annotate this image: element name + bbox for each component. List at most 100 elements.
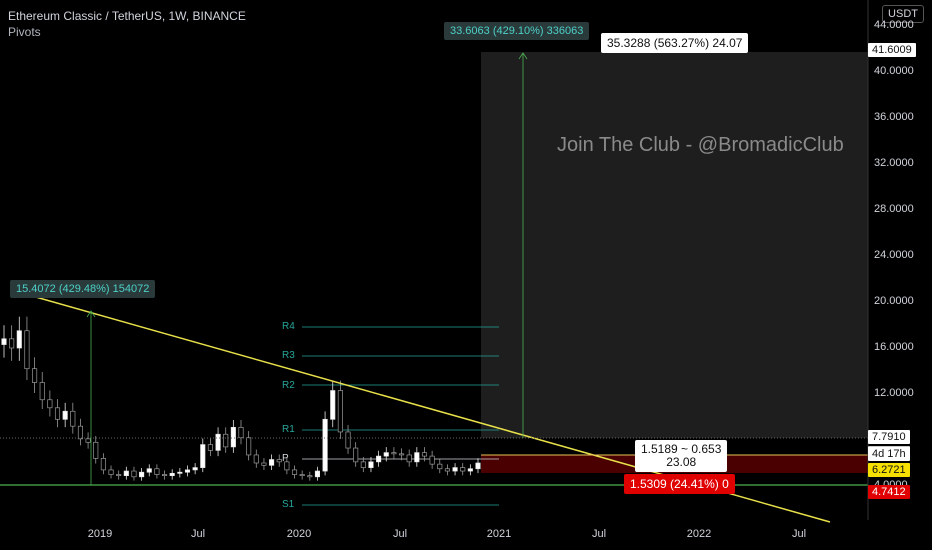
x-tick-label: 2021 — [486, 528, 512, 540]
candle — [62, 402, 68, 428]
candle — [269, 454, 275, 470]
chart-header: Ethereum Classic / TetherUS, 1W, BINANCE… — [8, 8, 246, 40]
candle — [368, 456, 374, 473]
candle — [223, 427, 229, 453]
candle — [246, 431, 252, 461]
y-tick-label: 40.0000 — [874, 65, 914, 77]
candle — [284, 456, 290, 475]
x-tick-label: 2022 — [686, 528, 712, 540]
x-tick-label: Jul — [392, 528, 408, 540]
x-tick-label: 2019 — [87, 528, 113, 540]
candle — [276, 454, 282, 467]
candle — [47, 390, 53, 417]
y-tick-label: 28.0000 — [874, 203, 914, 215]
candle — [230, 420, 236, 453]
pivot-label-p: P — [282, 453, 289, 464]
pivot-label-r1: R1 — [282, 424, 295, 435]
candle — [467, 464, 473, 476]
y-tick-label: 12.0000 — [874, 387, 914, 399]
candle — [1, 325, 7, 358]
candle — [299, 470, 305, 480]
candle — [184, 465, 191, 477]
currency-button[interactable]: USDT — [882, 5, 924, 23]
candle — [437, 459, 443, 474]
target-price-label: 41.6009 — [868, 43, 916, 57]
candle — [337, 380, 343, 439]
candle — [32, 357, 38, 393]
candle — [391, 447, 397, 460]
risk-reward-line1: 1.5189 ~ 0.653 — [641, 442, 722, 456]
y-tick-label: 44.0000 — [874, 19, 914, 31]
candle — [475, 458, 481, 474]
candle — [139, 468, 145, 481]
risk-reward-box: 1.5189 ~ 0.653 23.08 — [635, 440, 728, 472]
watermark-text: Join The Club - @BromadicClub — [557, 134, 844, 156]
candle — [261, 458, 267, 470]
candle — [154, 464, 160, 479]
candle — [314, 466, 321, 481]
candle — [330, 380, 336, 428]
candles — [1, 316, 481, 481]
candle — [39, 372, 45, 410]
stop-price-label: 4.7412 — [868, 485, 910, 499]
candle — [360, 456, 366, 473]
candle — [452, 463, 458, 476]
candle — [322, 411, 328, 476]
candle — [177, 468, 183, 478]
y-tick-label: 16.0000 — [874, 341, 914, 353]
pivot-label-r2: R2 — [282, 380, 295, 391]
candle — [9, 325, 15, 361]
candle — [16, 316, 22, 361]
candle — [353, 442, 359, 467]
candle — [77, 418, 84, 446]
candle — [414, 447, 420, 467]
pivot-label-s1: S1 — [282, 499, 295, 510]
candle — [116, 470, 122, 480]
candle — [406, 449, 412, 467]
candle — [100, 453, 106, 475]
candle — [460, 463, 466, 476]
candle — [253, 449, 259, 468]
x-tick-label: Jul — [791, 528, 807, 540]
x-tick-label: 2020 — [286, 528, 312, 540]
indicator-label: Pivots — [8, 25, 41, 39]
candle — [54, 399, 61, 428]
candle — [169, 469, 175, 480]
pivot-label-r3: R3 — [282, 350, 295, 361]
candle — [429, 450, 435, 469]
candle — [421, 447, 428, 462]
measure-top-arrow — [518, 52, 528, 60]
measure-left-arrow — [86, 310, 96, 318]
stop-box: 1.5309 (24.41%) 0 — [624, 474, 735, 494]
candle — [215, 427, 221, 457]
y-tick-label: 20.0000 — [874, 295, 914, 307]
candle — [192, 463, 198, 475]
candle — [376, 450, 382, 467]
candle — [307, 471, 313, 481]
candle — [70, 402, 76, 434]
risk-reward-line2: 23.08 — [666, 455, 697, 469]
countdown-label: 4d 17h — [868, 446, 910, 461]
candle — [161, 470, 168, 480]
candle — [131, 466, 137, 481]
candle — [398, 448, 405, 461]
pivot-lines — [302, 326, 499, 506]
candle — [146, 464, 152, 477]
target-box: 35.3288 (563.27%) 24.07 — [601, 33, 749, 53]
candle — [383, 447, 389, 462]
candle — [123, 466, 129, 480]
y-tick-label: 24.0000 — [874, 249, 914, 261]
y-tick-label: 32.0000 — [874, 157, 914, 169]
top-measure-label: 33.6063 (429.10%) 336063 — [444, 22, 590, 40]
candle — [85, 432, 91, 449]
x-tick-label: Jul — [190, 528, 206, 540]
candle — [291, 465, 298, 479]
pivot-label-r4: R4 — [282, 321, 295, 332]
candle — [24, 316, 30, 381]
candle — [207, 438, 213, 457]
x-tick-label: Jul — [591, 528, 607, 540]
current-price-label: 7.7910 — [868, 430, 910, 444]
symbol-title: Ethereum Classic / TetherUS, 1W, BINANCE — [8, 9, 246, 23]
